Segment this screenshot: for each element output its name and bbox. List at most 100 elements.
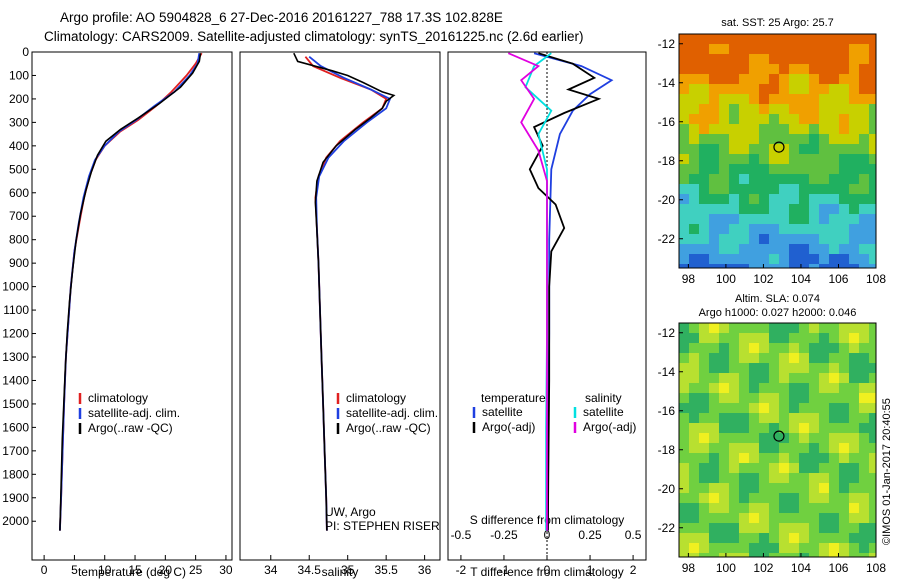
- map-cell: [699, 204, 709, 214]
- x-tick-label: 2: [630, 563, 637, 577]
- map-cell: [709, 184, 719, 194]
- map-cell: [769, 403, 779, 413]
- map-cell: [759, 34, 769, 44]
- x-tick-label: 36: [418, 563, 432, 577]
- map-frame: [678, 33, 877, 269]
- map-cell: [799, 204, 809, 214]
- map-cell: [679, 64, 689, 74]
- map-cell: [769, 34, 779, 44]
- map-cell: [719, 74, 729, 84]
- legend-label: satellite: [583, 405, 624, 419]
- map-cell: [859, 443, 869, 453]
- map-cell: [749, 343, 759, 353]
- map-cell: [709, 553, 719, 557]
- map-cell: [839, 224, 849, 234]
- map-cell: [859, 403, 869, 413]
- map-cell: [829, 64, 839, 74]
- map-cell: [859, 204, 869, 214]
- map-cell: [719, 473, 729, 483]
- map-cell: [799, 433, 809, 443]
- map-cell: [779, 234, 789, 244]
- map-cell: [839, 164, 849, 174]
- map-cell: [849, 543, 859, 553]
- map-cell: [809, 533, 819, 543]
- map-cell: [739, 543, 749, 553]
- y-tick-label: 500: [9, 162, 29, 176]
- map-cell: [839, 64, 849, 74]
- map-cell: [799, 513, 809, 523]
- map-cell: [819, 423, 829, 433]
- x-tick-label: 1: [587, 563, 594, 577]
- map-cell: [789, 184, 799, 194]
- map-cell: [679, 134, 689, 144]
- map-cell: [869, 74, 876, 84]
- map-cell: [759, 373, 769, 383]
- map-cell: [809, 403, 819, 413]
- map-cell: [819, 154, 829, 164]
- map-cell: [779, 64, 789, 74]
- map-cell: [779, 114, 789, 124]
- map-cell: [839, 333, 849, 343]
- map-cell: [709, 543, 719, 553]
- map-cell: [769, 44, 779, 54]
- map-cell: [829, 194, 839, 204]
- x-tick-label: 34: [264, 563, 278, 577]
- map-cell: [719, 254, 729, 264]
- map-cell: [679, 543, 689, 553]
- map-cell: [859, 513, 869, 523]
- map-cell: [779, 34, 789, 44]
- map-cell: [679, 443, 689, 453]
- map-cell: [739, 503, 749, 513]
- map-cell: [729, 224, 739, 234]
- map-cell: [819, 214, 829, 224]
- map-cell: [779, 204, 789, 214]
- map-cell: [759, 44, 769, 54]
- map-cell: [859, 54, 869, 64]
- map-cell: [779, 323, 789, 333]
- map-cell: [809, 214, 819, 224]
- map-cell: [859, 543, 869, 553]
- map-cell: [829, 204, 839, 214]
- map-cell: [799, 523, 809, 533]
- annotation-line: UW, Argo: [325, 505, 376, 519]
- map-cell: [769, 343, 779, 353]
- map-cell: [869, 154, 876, 164]
- map-cell: [829, 503, 839, 513]
- map-cell: [789, 224, 799, 234]
- map-cell: [709, 453, 719, 463]
- map-cell: [779, 393, 789, 403]
- map-cell: [759, 353, 769, 363]
- map-cell: [839, 104, 849, 114]
- map-cell: [689, 234, 699, 244]
- map-cell: [799, 254, 809, 264]
- map-cell: [819, 493, 829, 503]
- map-cell: [759, 383, 769, 393]
- legend-label: climatology: [346, 391, 406, 405]
- map-cell: [699, 403, 709, 413]
- map-cell: [769, 84, 779, 94]
- map-cell: [689, 423, 699, 433]
- map-cell: [709, 34, 719, 44]
- map-cell: [779, 214, 789, 224]
- map-cell: [769, 383, 779, 393]
- legend-label: Argo(..raw -QC): [88, 421, 173, 435]
- map-cell: [849, 343, 859, 353]
- map-cell: [779, 164, 789, 174]
- map-cell: [749, 383, 759, 393]
- map-cell: [819, 34, 829, 44]
- map-cell: [759, 84, 769, 94]
- map-cell: [689, 174, 699, 184]
- map-cell: [829, 413, 839, 423]
- map-cell: [719, 353, 729, 363]
- map-cell: [769, 124, 779, 134]
- map-cell: [809, 513, 819, 523]
- map-cell: [679, 473, 689, 483]
- map-cell: [839, 34, 849, 44]
- map-cell: [689, 493, 699, 503]
- map-cell: [679, 54, 689, 64]
- map-cell: [849, 513, 859, 523]
- map-cell: [769, 483, 779, 493]
- map-cell: [799, 363, 809, 373]
- map-cell: [739, 513, 749, 523]
- map-cell: [809, 443, 819, 453]
